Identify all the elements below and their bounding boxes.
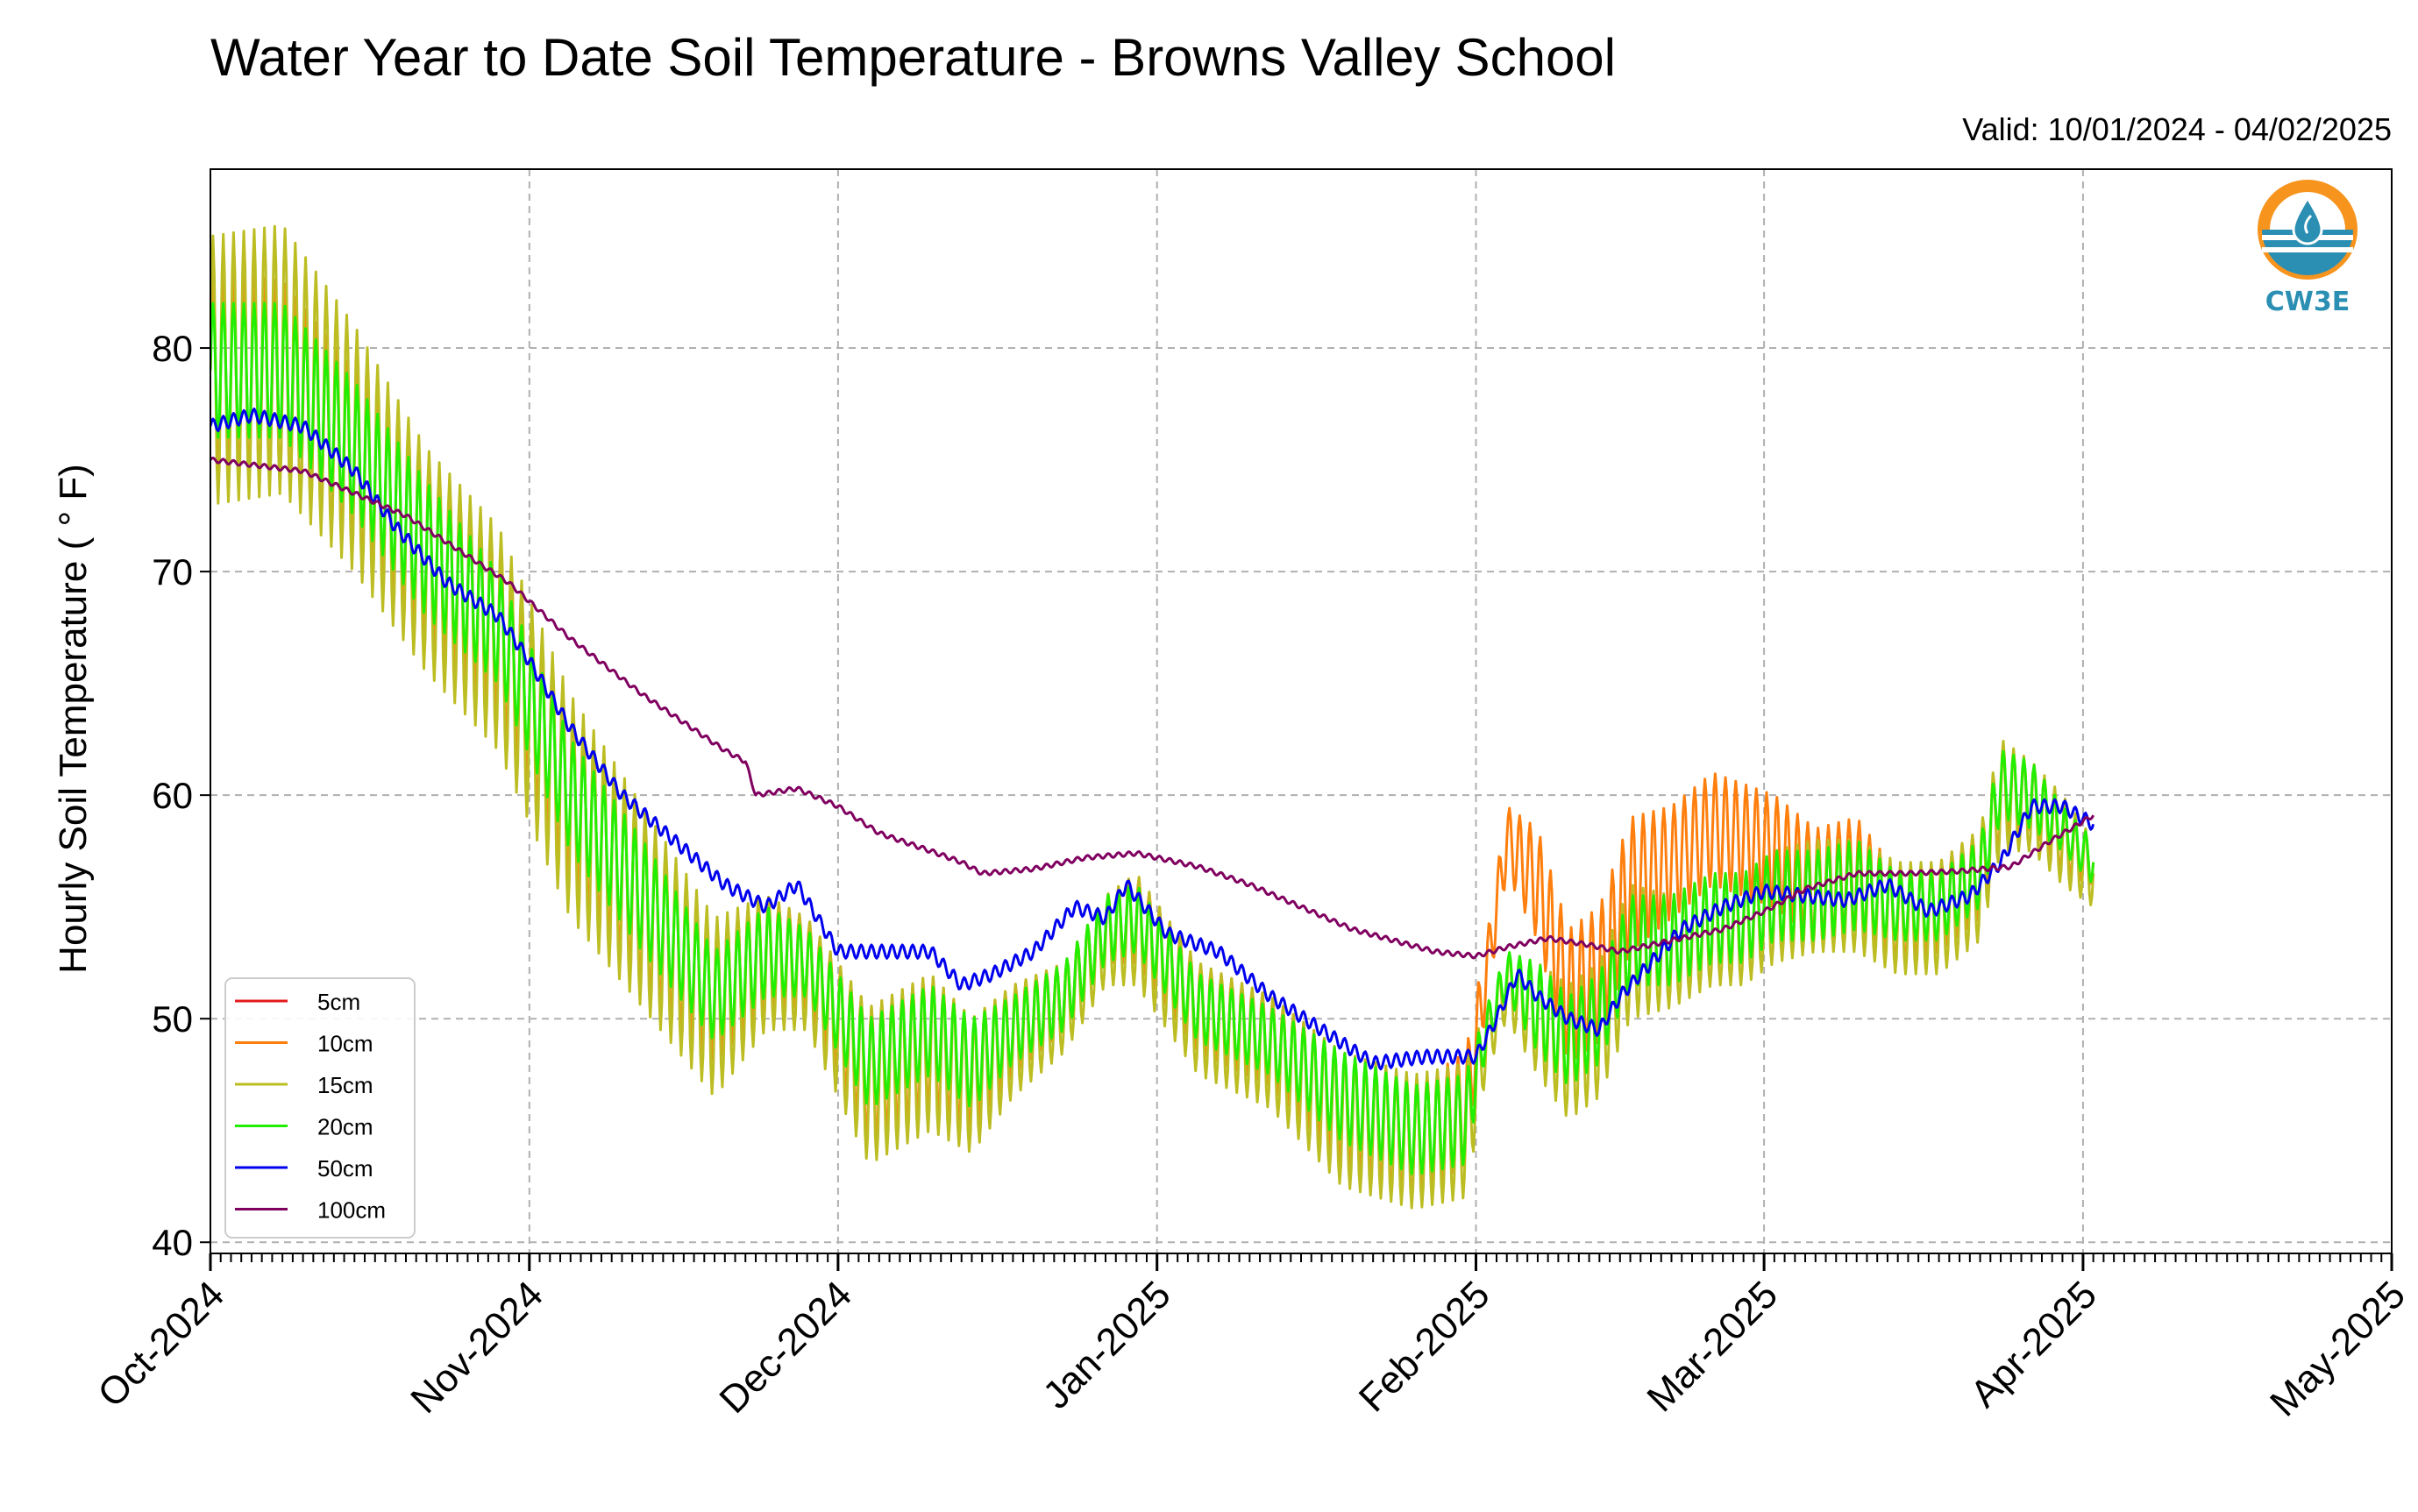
logo-text: CW3E	[2265, 287, 2350, 317]
legend-label-10cm: 10cm	[317, 1031, 373, 1057]
x-tick-label: Dec-2024	[711, 1273, 860, 1422]
series-line-20cm	[210, 302, 2095, 1175]
legend-label-5cm: 5cm	[317, 989, 360, 1015]
x-tick-label: Nov-2024	[402, 1273, 551, 1422]
legend: 5cm 10cm 15cm 20cm 50cm 100cm	[224, 977, 416, 1239]
y-tick-label: 40	[152, 1222, 193, 1263]
y-tick-label: 60	[152, 775, 193, 816]
axis-ticks	[200, 347, 2393, 1271]
valid-date-range: Valid: 10/01/2024 - 04/02/2025	[1962, 111, 2392, 147]
y-tick-label: 80	[152, 328, 193, 369]
x-tick-labels: Oct-2024 Nov-2024 Dec-2024 Jan-2025 Feb-2025…	[89, 1273, 2414, 1424]
x-tick-label: Apr-2025	[1962, 1273, 2105, 1416]
series-line-10cm	[210, 268, 2095, 1198]
legend-label-20cm: 20cm	[317, 1114, 373, 1140]
series-line-15cm	[210, 224, 2095, 1210]
series-line-100cm	[210, 456, 2095, 960]
y-tick-label: 70	[152, 551, 193, 593]
series-lines	[210, 224, 2095, 1210]
series-line-50cm	[210, 408, 2095, 1071]
y-tick-labels: 40 50 60 70 80	[152, 328, 193, 1263]
x-tick-label: Jan-2025	[1035, 1273, 1178, 1416]
x-tick-label: Oct-2024	[89, 1273, 232, 1416]
cw3e-logo: CW3E	[2258, 180, 2358, 317]
chart-title: Water Year to Date Soil Temperature - Br…	[210, 28, 1616, 87]
x-tick-label: May-2025	[2262, 1273, 2414, 1424]
legend-label-15cm: 15cm	[317, 1072, 373, 1098]
water-drop-sun-icon	[2258, 180, 2358, 280]
x-tick-label: Mar-2025	[1639, 1273, 1786, 1420]
legend-label-50cm: 50cm	[317, 1155, 373, 1182]
y-axis-label: Hourly Soil Temperature ( ° F)	[52, 464, 95, 974]
x-tick-label: Feb-2025	[1351, 1273, 1498, 1420]
y-tick-label: 50	[152, 998, 193, 1040]
legend-label-100cm: 100cm	[317, 1197, 386, 1224]
